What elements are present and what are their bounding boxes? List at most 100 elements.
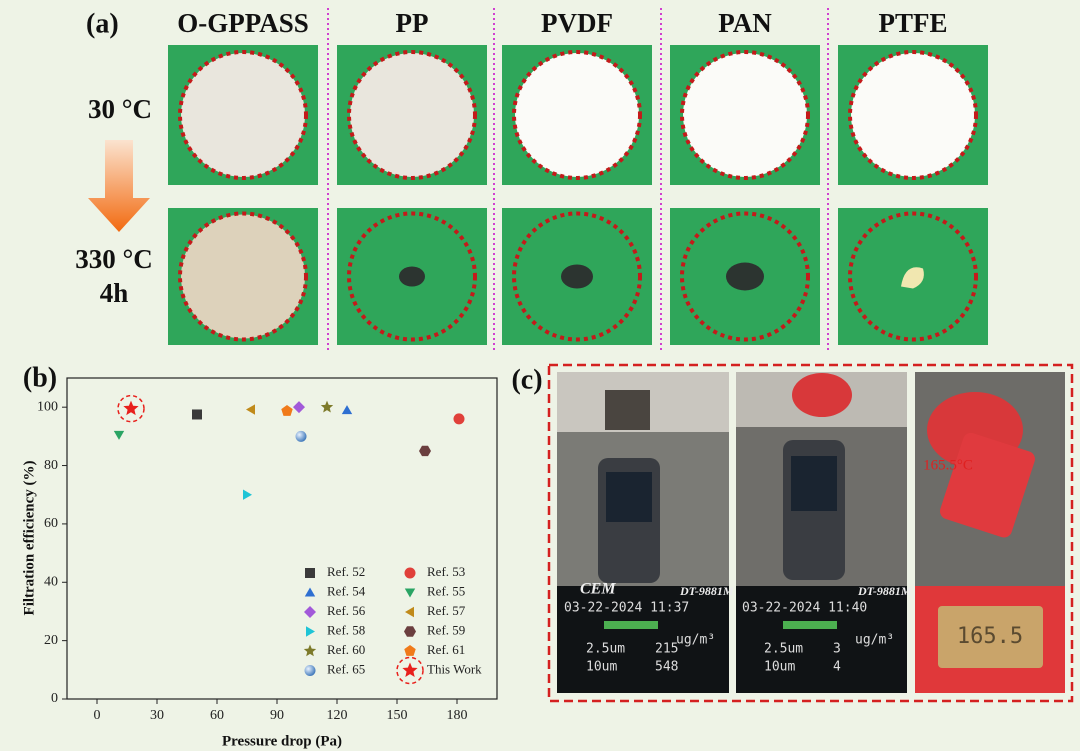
- x-tick-label: 60: [210, 708, 224, 723]
- dotted-outline: [512, 211, 642, 342]
- x-tick-label: 0: [94, 708, 101, 723]
- point: [404, 588, 416, 598]
- point: [405, 606, 414, 618]
- screen-datetime: 03-22-2024 11:37: [564, 601, 689, 616]
- y-axis-label: Filtration efficiency (%): [21, 461, 37, 616]
- point: [419, 445, 431, 457]
- row-label: 30 °C: [88, 94, 152, 124]
- plot-frame: [66, 377, 498, 700]
- point: [246, 404, 255, 415]
- column-header: PP: [396, 8, 429, 38]
- legend-label: Ref. 52: [327, 564, 365, 579]
- model: DT-9881M: [679, 584, 734, 598]
- point: [123, 400, 139, 416]
- screen-text: 2.5um: [764, 642, 803, 657]
- y-tick-label: 60: [44, 516, 58, 531]
- residue: [901, 267, 924, 289]
- row-label: 4h: [100, 278, 129, 308]
- point: [304, 606, 316, 618]
- highlight-ring: [396, 656, 424, 685]
- sample: [683, 53, 807, 177]
- dotted-outline: [347, 211, 477, 342]
- x-tick-label: 120: [327, 708, 348, 723]
- legend-label: Ref. 58: [327, 622, 365, 637]
- sample: [350, 53, 474, 177]
- column-header: PAN: [718, 8, 772, 38]
- dotted-outline: [680, 50, 810, 180]
- legend-label: Ref. 60: [327, 642, 365, 657]
- residue: [399, 266, 425, 287]
- dotted-outline: [848, 211, 978, 342]
- legend-label: This Work: [427, 661, 482, 676]
- brand: CEM: [580, 581, 616, 598]
- y-tick-label: 100: [37, 399, 58, 414]
- sample: [181, 214, 305, 339]
- sample: [181, 53, 305, 177]
- point: [320, 400, 334, 413]
- point: [306, 626, 315, 637]
- dotted-outline: [512, 50, 642, 180]
- dotted-outline: [178, 211, 308, 342]
- point: [402, 662, 418, 677]
- legend-label: Ref. 56: [327, 603, 366, 618]
- dotted-outline: [178, 50, 308, 180]
- point: [404, 645, 416, 656]
- column-header: PVDF: [541, 8, 613, 38]
- legend-label: Ref. 54: [327, 583, 366, 598]
- legend-label: Ref. 55: [427, 583, 465, 598]
- photos: [557, 372, 1065, 693]
- panel-label: (a): [86, 8, 119, 39]
- y-tick-label: 40: [44, 574, 58, 589]
- frame: [547, 363, 1074, 703]
- legend-label: Ref. 61: [427, 642, 465, 657]
- point: [305, 568, 315, 578]
- screen-text: 4: [833, 660, 841, 675]
- column-header: PTFE: [878, 8, 947, 38]
- dotted-outline: [680, 211, 810, 342]
- dotted-outline: [347, 50, 477, 180]
- sample: [515, 53, 639, 177]
- screen-text: 215: [655, 642, 678, 657]
- legend-label: Ref. 65: [327, 661, 365, 676]
- x-tick-label: 30: [150, 708, 164, 723]
- screen-datetime: 03-22-2024 11:40: [742, 601, 867, 616]
- row-label: 330 °C: [75, 244, 153, 274]
- screen-text: ug/m³: [855, 633, 894, 648]
- point: [192, 409, 202, 420]
- point: [281, 404, 293, 416]
- point: [404, 567, 416, 579]
- y-tick-label: 20: [44, 633, 58, 648]
- point: [293, 401, 305, 414]
- residue: [726, 262, 764, 291]
- screen-text: 10um: [764, 660, 795, 675]
- point: [113, 430, 125, 440]
- model: DT-9881M: [857, 584, 912, 598]
- point: [341, 405, 353, 415]
- screen-text: 2.5um: [586, 642, 625, 657]
- screen-text: ug/m³: [676, 633, 715, 648]
- point: [304, 665, 316, 676]
- x-axis-label: Pressure drop (Pa): [222, 733, 342, 749]
- y-tick-label: 80: [44, 458, 58, 473]
- dotted-outline: [848, 50, 978, 180]
- screen-text: 3: [833, 642, 841, 657]
- residue: [561, 264, 593, 289]
- panel-label: (b): [23, 362, 57, 393]
- column-header: O-GPPASS: [177, 8, 309, 38]
- x-tick-label: 90: [270, 708, 284, 723]
- point: [404, 626, 416, 637]
- highlight-ring: [117, 394, 145, 423]
- legend-label: Ref. 53: [427, 564, 465, 579]
- y-tick-label: 0: [51, 691, 58, 706]
- legend-label: Ref. 57: [427, 603, 466, 618]
- screen-text: 548: [655, 660, 678, 675]
- legend-label: Ref. 59: [427, 622, 465, 637]
- temperature-label: 165.5°C: [923, 457, 973, 473]
- x-tick-label: 150: [387, 708, 408, 723]
- arrow: [88, 140, 150, 232]
- separators: [327, 8, 829, 352]
- point: [243, 489, 252, 500]
- screen-text: 10um: [586, 660, 617, 675]
- point: [304, 587, 316, 597]
- point: [303, 644, 317, 657]
